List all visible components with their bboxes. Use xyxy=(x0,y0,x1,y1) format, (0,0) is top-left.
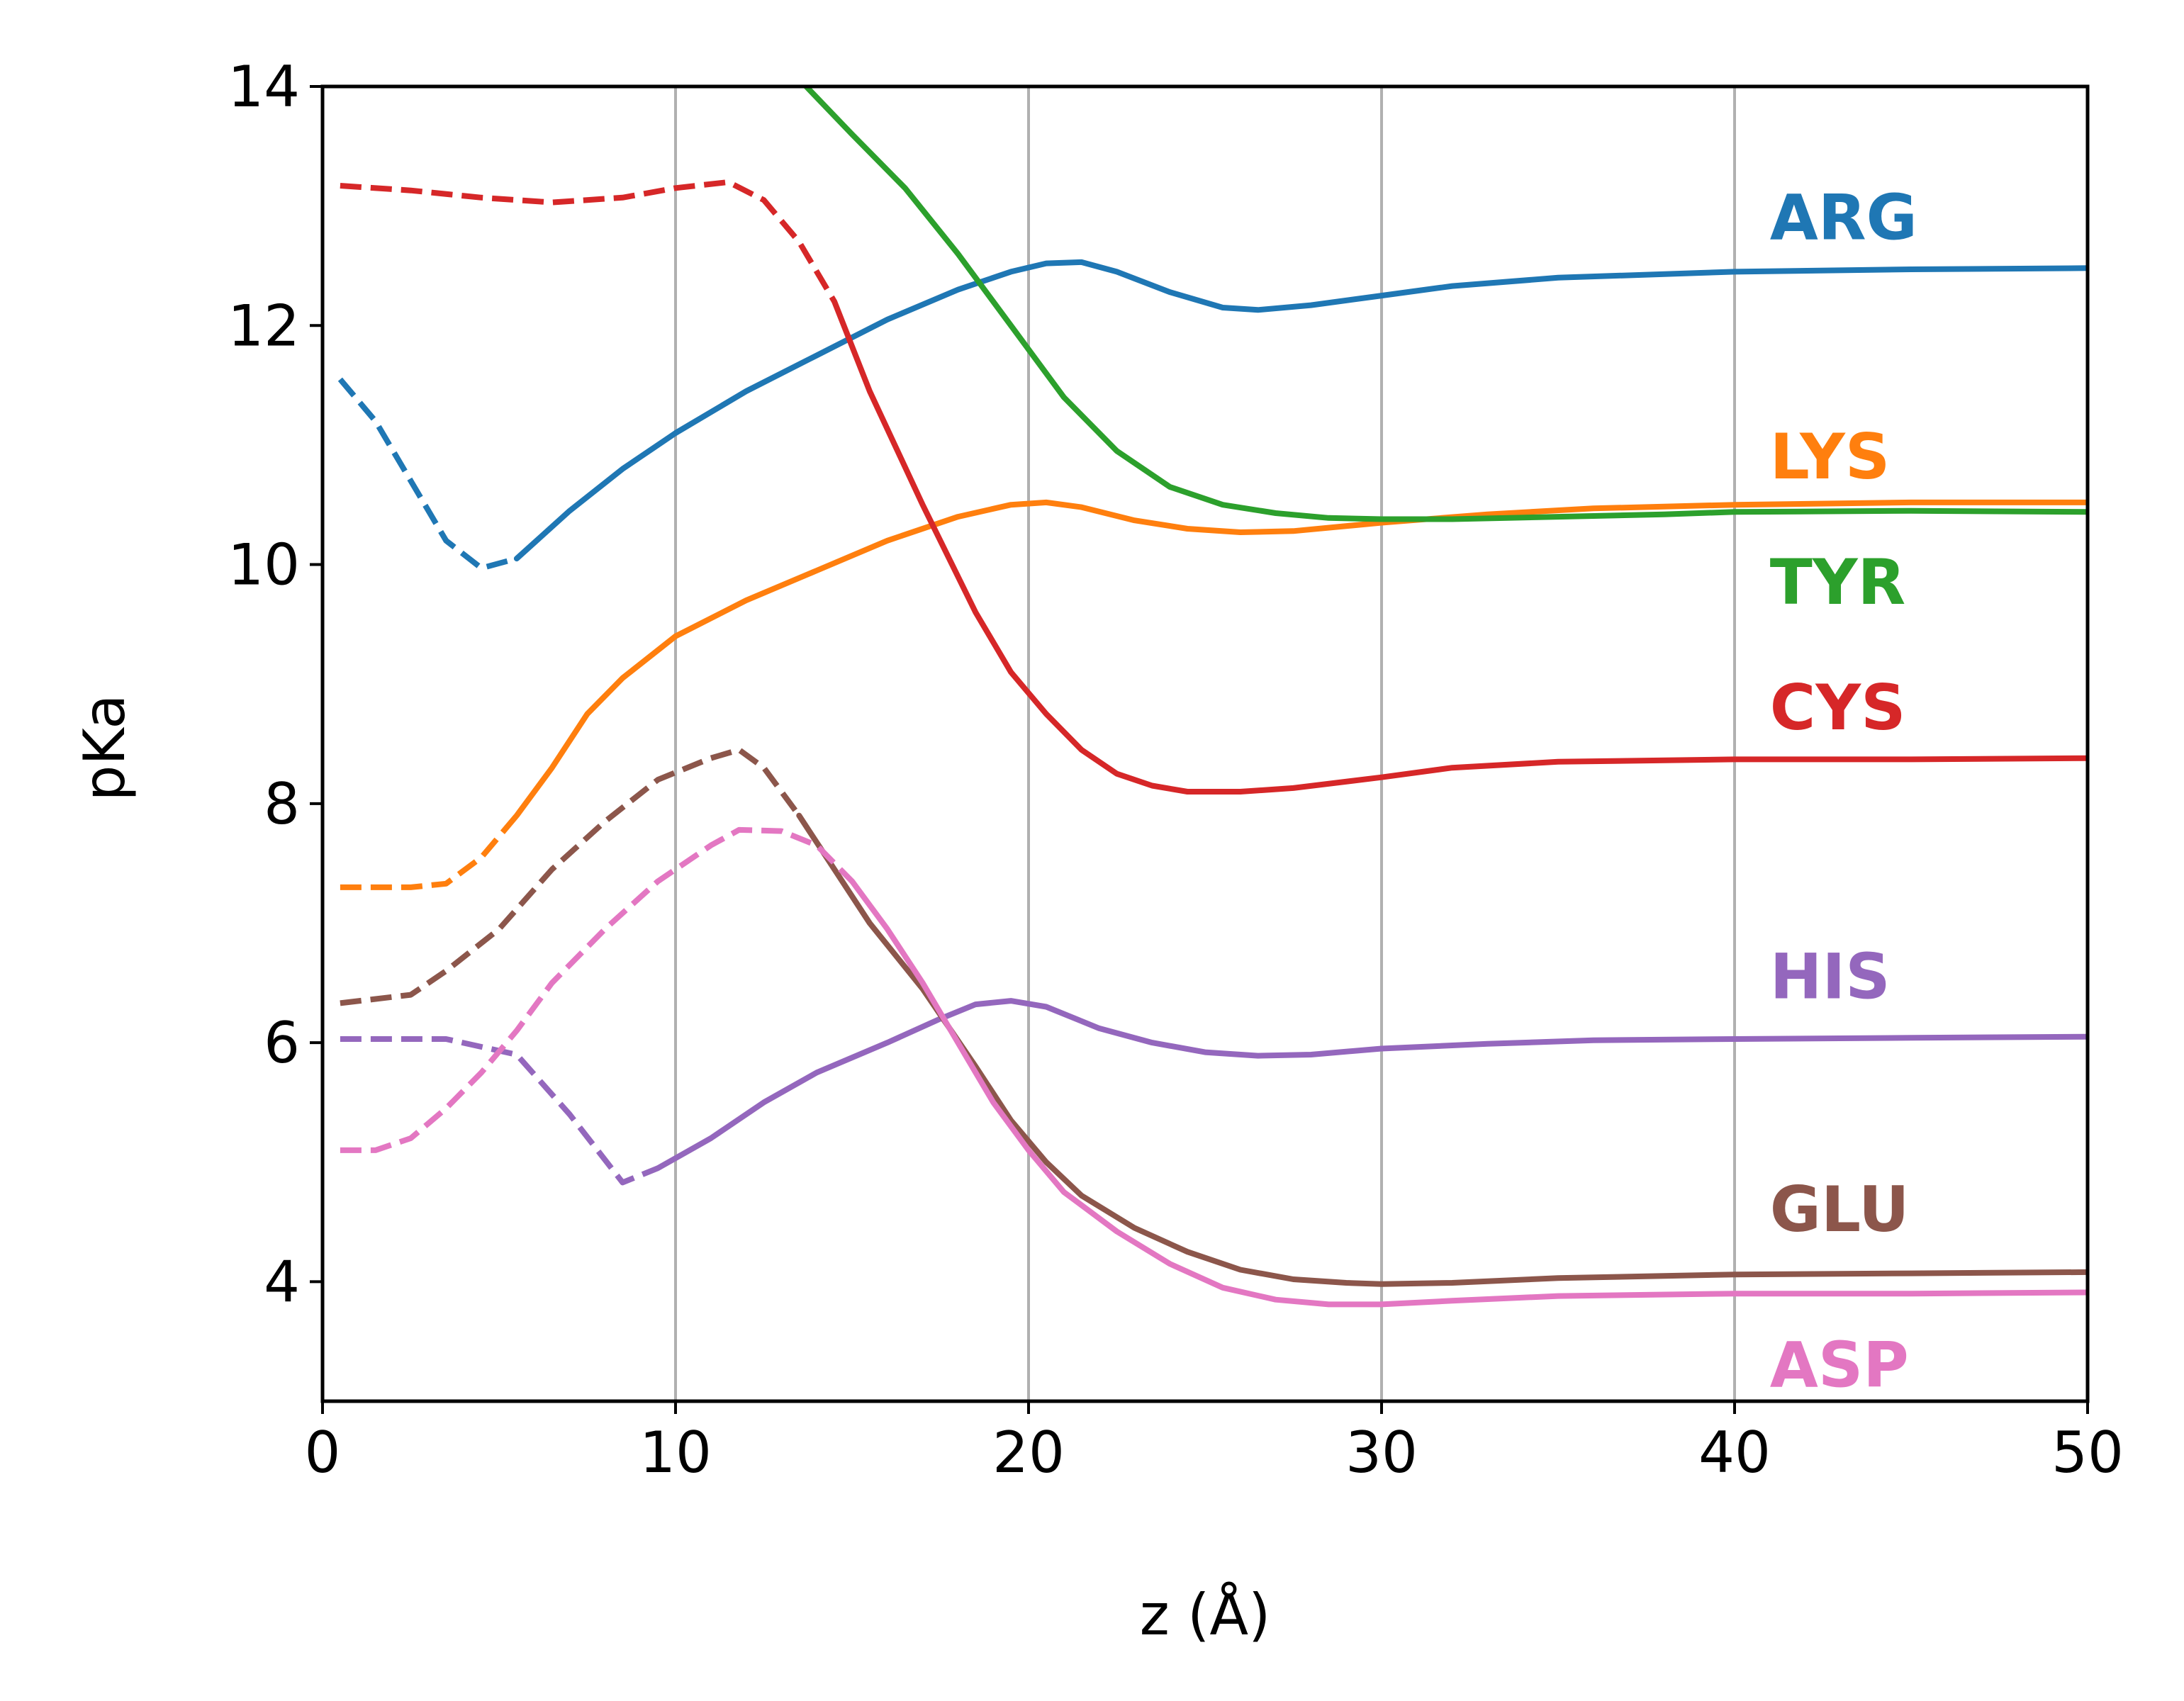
series-his-line xyxy=(655,998,2088,1172)
x-tick-label-40: 40 xyxy=(1698,1420,1771,1486)
series-arg-line xyxy=(513,259,2088,562)
series-label-asp: ASP xyxy=(1770,1328,1909,1401)
x-tick-label-10: 10 xyxy=(639,1420,712,1486)
x-tick-label-50: 50 xyxy=(2051,1420,2124,1486)
series-lys-line xyxy=(513,499,2088,819)
series-cys-line xyxy=(831,298,2088,795)
series-label-tyr: TYR xyxy=(1770,546,1906,619)
y-tick-label-10: 10 xyxy=(228,532,300,598)
y-tick-label-8: 8 xyxy=(264,771,300,837)
series-label-arg: ARG xyxy=(1770,181,1917,254)
series-asp-dashed xyxy=(340,826,854,1153)
y-tick-label-6: 6 xyxy=(264,1010,300,1076)
series-glu-line xyxy=(796,812,2088,1287)
series-label-cys: CYS xyxy=(1770,671,1906,744)
x-axis-title: z (Å) xyxy=(1140,1581,1271,1648)
series-label-his: HIS xyxy=(1770,940,1891,1013)
y-tick-label-4: 4 xyxy=(264,1249,300,1315)
series-label-glu: GLU xyxy=(1770,1173,1910,1246)
series-his-dashed xyxy=(340,1036,659,1186)
x-tick-label-30: 30 xyxy=(1345,1420,1418,1486)
x-tick-label-0: 0 xyxy=(305,1420,341,1486)
series-labels: ARG LYS TYR CYS HIS GLU ASP xyxy=(1770,181,1917,1402)
series-label-lys: LYS xyxy=(1770,420,1890,493)
vertical-grid xyxy=(674,86,1736,1401)
axis-ticks: 0 10 20 30 40 50 4 6 8 10 12 14 xyxy=(228,54,2124,1486)
series-arg-dashed xyxy=(337,377,517,571)
series-tyr-line xyxy=(803,86,2088,522)
y-axis-title: pKa xyxy=(72,695,138,802)
series-lines xyxy=(337,86,2088,1308)
series-cys-dashed xyxy=(340,179,837,303)
y-tick-label-12: 12 xyxy=(228,293,300,359)
y-tick-label-14: 14 xyxy=(228,54,300,120)
series-glu-dashed xyxy=(340,746,802,1006)
series-asp-line xyxy=(849,878,2088,1308)
series-lys-dashed xyxy=(340,814,519,890)
x-tick-label-20: 20 xyxy=(992,1420,1065,1486)
plot-frame xyxy=(320,84,2090,1403)
